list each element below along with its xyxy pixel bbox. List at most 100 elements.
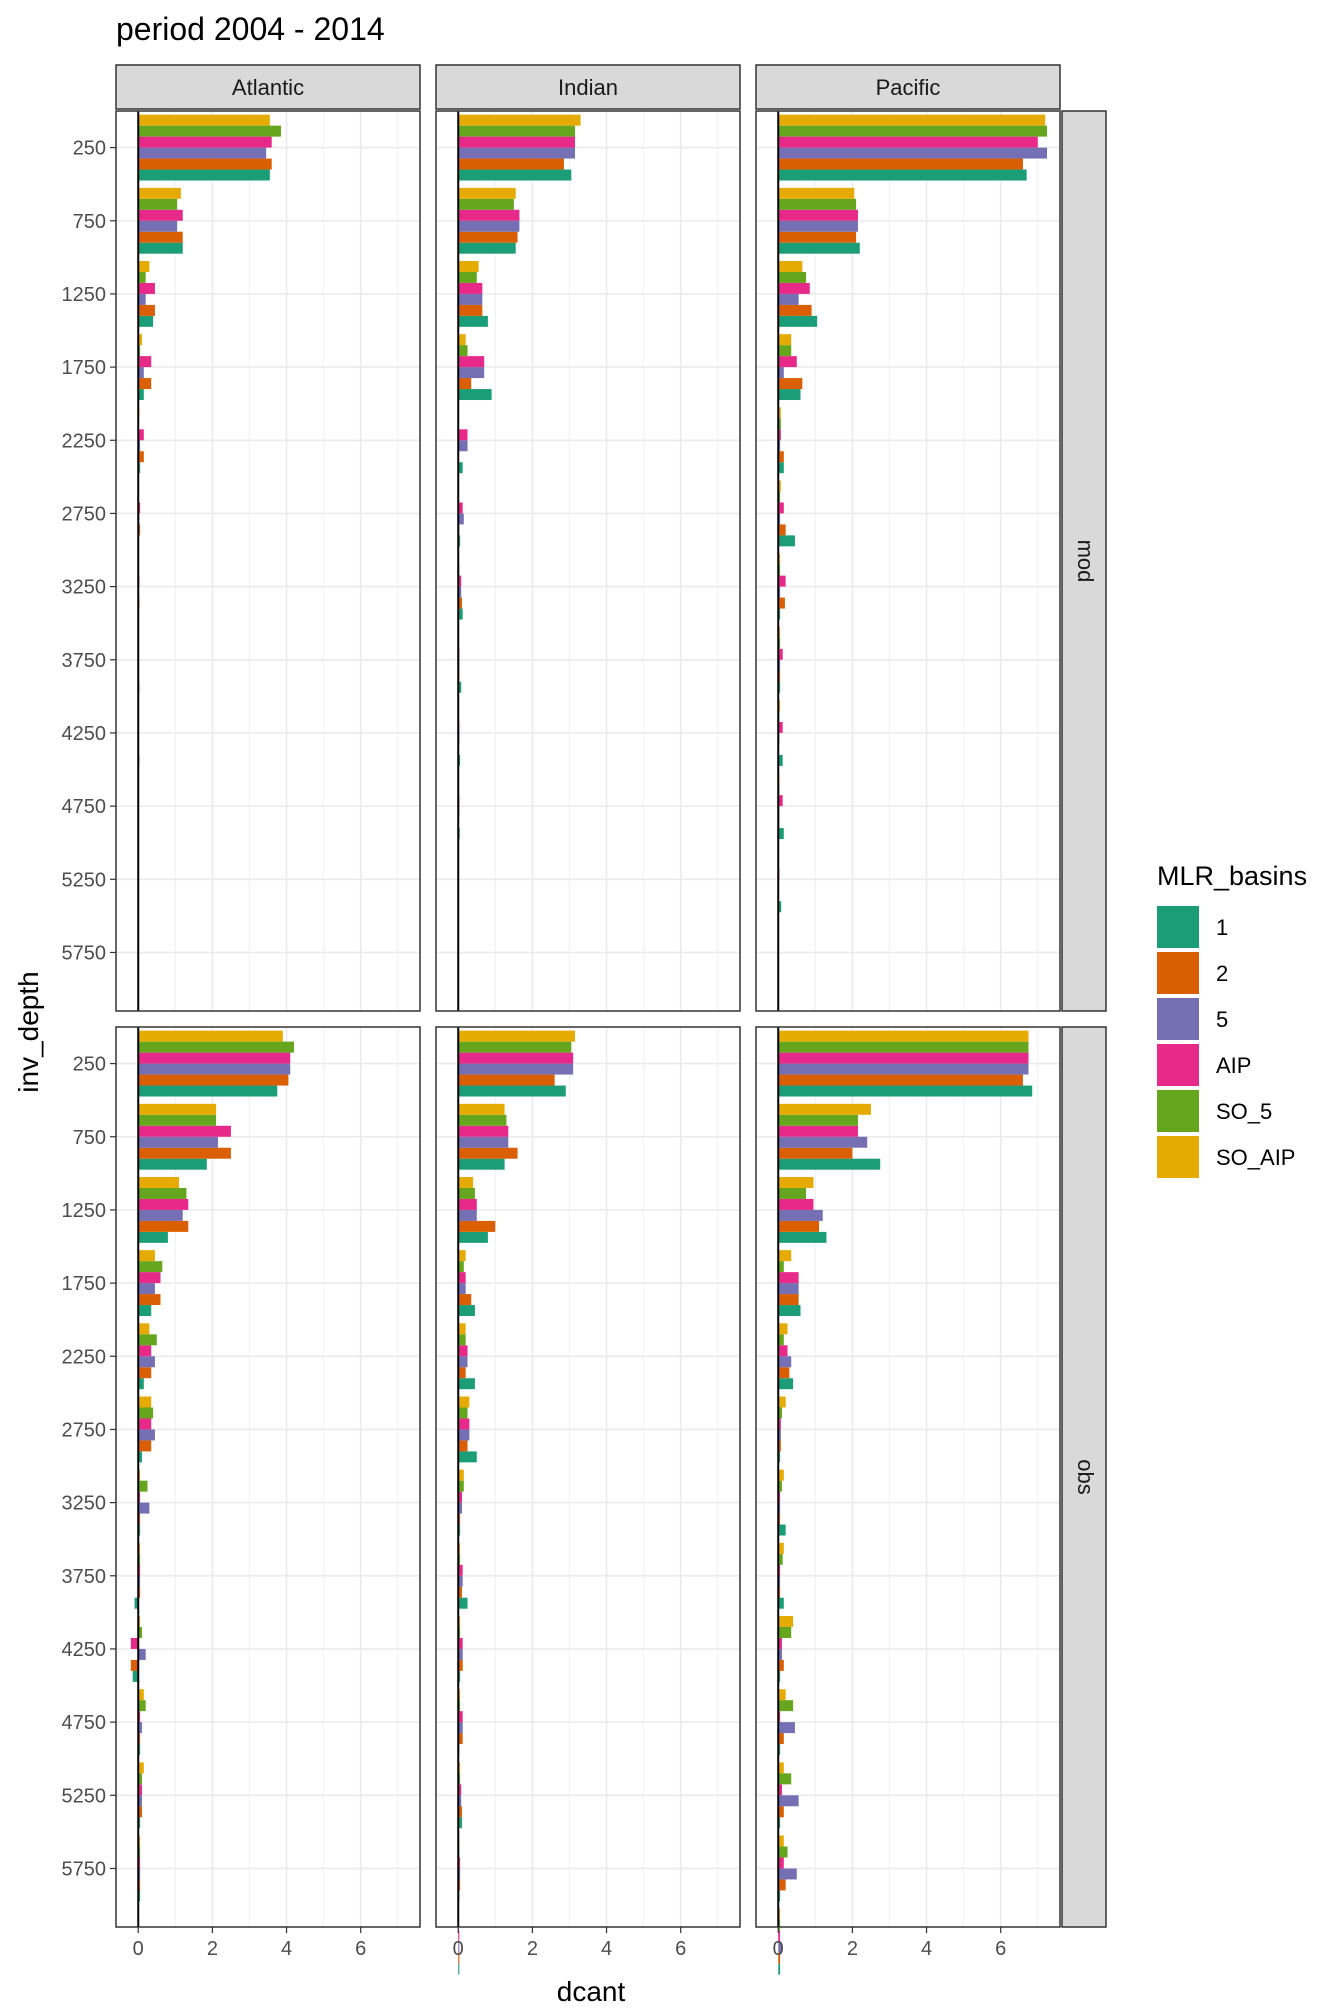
bar-indian-obs-depth-250-series-5 xyxy=(458,1063,574,1075)
bar-atlantic-obs-depth-3250-series-5 xyxy=(138,1502,150,1514)
bar-pacific-obs-depth-5750-series-so_5 xyxy=(778,1846,788,1858)
bar-pacific-mod-depth-250-series-so_5 xyxy=(778,125,1048,137)
bar-atlantic-mod-depth-1250-series-so_5 xyxy=(138,271,146,283)
bar-pacific-obs-depth-6250-series-aip xyxy=(778,1930,781,1942)
bar-indian-mod-depth-1250-series-5 xyxy=(458,293,483,305)
bar-atlantic-obs-depth-4250-series-2 xyxy=(130,1659,139,1671)
bar-pacific-obs-depth-5250-series-5 xyxy=(778,1795,799,1807)
bar-atlantic-obs-depth-5250-series-5 xyxy=(138,1795,142,1807)
bar-atlantic-mod-depth-1750-series-so_aip xyxy=(138,334,142,346)
bar-indian-obs-depth-3750-series-2 xyxy=(458,1586,462,1598)
bar-atlantic-obs-depth-1250-series-2 xyxy=(138,1220,189,1232)
bar-pacific-mod-depth-4250-series-aip xyxy=(778,721,783,733)
y-tick-label: 5750 xyxy=(62,942,107,964)
bar-atlantic-obs-depth-4750-series-so_aip xyxy=(138,1689,144,1701)
bar-indian-obs-depth-2250-series-2 xyxy=(458,1367,466,1379)
y-tick-label: 4250 xyxy=(62,1639,107,1661)
bar-atlantic-obs-depth-5250-series-aip xyxy=(138,1784,142,1796)
bar-atlantic-obs-depth-2250-series-2 xyxy=(138,1367,152,1379)
bar-atlantic-obs-depth-2750-series-2 xyxy=(138,1440,152,1452)
bar-atlantic-obs-depth-4250-series-so_5 xyxy=(138,1627,142,1638)
bar-pacific-obs-depth-250-series-5 xyxy=(778,1063,1029,1075)
bar-indian-obs-depth-2750-series-so_5 xyxy=(458,1407,468,1419)
bar-indian-obs-depth-6250-series-5 xyxy=(458,1941,460,1953)
panel-pacific-mod xyxy=(755,110,1061,1012)
bar-pacific-obs-depth-3250-series-1 xyxy=(778,1524,786,1536)
bar-indian-obs-depth-6250-series-2 xyxy=(458,1952,460,1964)
x-tick-label: 0 xyxy=(773,1938,784,1960)
bar-atlantic-obs-depth-1250-series-so_5 xyxy=(138,1187,187,1199)
bar-indian-obs-depth-5250-series-1 xyxy=(458,1817,462,1829)
bar-atlantic-mod-depth-2250-series-2 xyxy=(138,451,144,463)
bar-indian-mod-depth-750-series-2 xyxy=(458,231,518,243)
bar-indian-obs-depth-250-series-so_5 xyxy=(458,1041,572,1053)
y-tick-label: 2750 xyxy=(62,503,107,525)
bar-indian-mod-depth-250-series-5 xyxy=(458,147,576,159)
bar-pacific-obs-depth-1250-series-2 xyxy=(778,1220,820,1232)
y-tick-label: 2250 xyxy=(62,1346,107,1368)
bar-indian-mod-depth-750-series-5 xyxy=(458,220,520,232)
bar-pacific-obs-depth-5750-series-2 xyxy=(778,1879,786,1891)
x-tick-label: 0 xyxy=(453,1938,464,1960)
bar-indian-obs-depth-2250-series-so_5 xyxy=(458,1334,466,1346)
bar-atlantic-obs-depth-1250-series-aip xyxy=(138,1198,189,1210)
facet-strip-label: mod xyxy=(1073,540,1098,583)
y-tick-label: 3250 xyxy=(62,1493,107,1515)
bar-indian-mod-depth-3250-series-5 xyxy=(458,586,462,598)
bar-atlantic-obs-depth-4250-series-1 xyxy=(132,1670,139,1682)
bar-indian-obs-depth-1250-series-1 xyxy=(458,1231,488,1243)
facet-strip-label: Indian xyxy=(558,75,618,100)
bar-pacific-obs-depth-1250-series-so_aip xyxy=(778,1177,814,1188)
bar-atlantic-obs-depth-4250-series-5 xyxy=(138,1648,146,1660)
y-tick-label: 250 xyxy=(73,138,106,160)
facet-strip-indian xyxy=(435,64,741,110)
bar-atlantic-obs-depth-1750-series-so_aip xyxy=(138,1250,155,1262)
bar-pacific-obs-depth-750-series-so_5 xyxy=(778,1114,858,1126)
bar-indian-obs-depth-6250-series-aip xyxy=(458,1930,460,1942)
bar-atlantic-mod-depth-1250-series-5 xyxy=(138,293,146,305)
bar-pacific-obs-depth-6250-series-5 xyxy=(778,1941,782,1953)
bar-atlantic-obs-depth-3250-series-so_5 xyxy=(138,1480,148,1492)
bar-atlantic-obs-depth-2250-series-so_5 xyxy=(138,1334,157,1346)
bar-pacific-obs-depth-4250-series-so_aip xyxy=(778,1616,794,1627)
bar-indian-mod-depth-2250-series-1 xyxy=(458,462,463,474)
bar-pacific-obs-depth-750-series-5 xyxy=(778,1136,868,1148)
panel-indian-obs: 0 2 4 6 xyxy=(435,1026,741,1975)
bar-atlantic-mod-depth-1250-series-2 xyxy=(138,304,155,316)
bar-indian-mod-depth-3250-series-aip xyxy=(458,575,462,587)
bar-atlantic-mod-depth-250-series-2 xyxy=(138,158,272,170)
bar-pacific-obs-depth-750-series-1 xyxy=(778,1158,881,1170)
bar-pacific-obs-depth-1750-series-so_aip xyxy=(778,1250,792,1262)
legend-key-so_5 xyxy=(1157,1090,1199,1132)
bar-pacific-obs-depth-2250-series-so_5 xyxy=(778,1334,784,1346)
bar-indian-mod-depth-1250-series-2 xyxy=(458,304,483,316)
bar-pacific-obs-depth-2250-series-aip xyxy=(778,1345,788,1357)
bar-pacific-obs-depth-250-series-2 xyxy=(778,1074,1023,1086)
bar-indian-obs-depth-250-series-so_aip xyxy=(458,1030,576,1042)
bar-atlantic-mod-depth-250-series-aip xyxy=(138,136,272,148)
bar-pacific-mod-depth-2250-series-aip xyxy=(778,429,781,441)
bar-pacific-obs-depth-3250-series-so_aip xyxy=(778,1469,784,1481)
panel-pacific-obs: 0 2 4 6 xyxy=(755,1026,1061,1975)
legend-key-5 xyxy=(1157,998,1199,1040)
bar-indian-mod-depth-750-series-1 xyxy=(458,242,516,254)
bar-indian-obs-depth-750-series-so_5 xyxy=(458,1114,507,1126)
bar-pacific-obs-depth-2750-series-aip xyxy=(778,1418,781,1430)
bar-atlantic-mod-depth-750-series-5 xyxy=(138,220,178,232)
bar-indian-mod-depth-1750-series-5 xyxy=(458,367,485,379)
bar-pacific-obs-depth-1250-series-so_5 xyxy=(778,1187,807,1199)
y-tick-label: 2750 xyxy=(62,1419,107,1441)
bar-indian-obs-depth-1250-series-so_5 xyxy=(458,1187,475,1199)
bar-pacific-mod-depth-1750-series-aip xyxy=(778,356,797,368)
bar-indian-mod-depth-1750-series-so_aip xyxy=(458,334,466,346)
legend-key-1 xyxy=(1157,906,1199,948)
bar-atlantic-obs-depth-2250-series-5 xyxy=(138,1356,155,1368)
bar-pacific-mod-depth-2750-series-2 xyxy=(778,524,786,536)
facet-strip-mod xyxy=(1061,110,1107,1012)
bar-pacific-obs-depth-5250-series-2 xyxy=(778,1806,784,1818)
y-tick-label: 5250 xyxy=(62,869,107,891)
bar-indian-obs-depth-250-series-2 xyxy=(458,1074,555,1086)
bar-pacific-obs-depth-1750-series-aip xyxy=(778,1272,799,1284)
bar-pacific-mod-depth-4750-series-aip xyxy=(778,795,783,807)
y-tick-label: 750 xyxy=(73,1127,106,1149)
